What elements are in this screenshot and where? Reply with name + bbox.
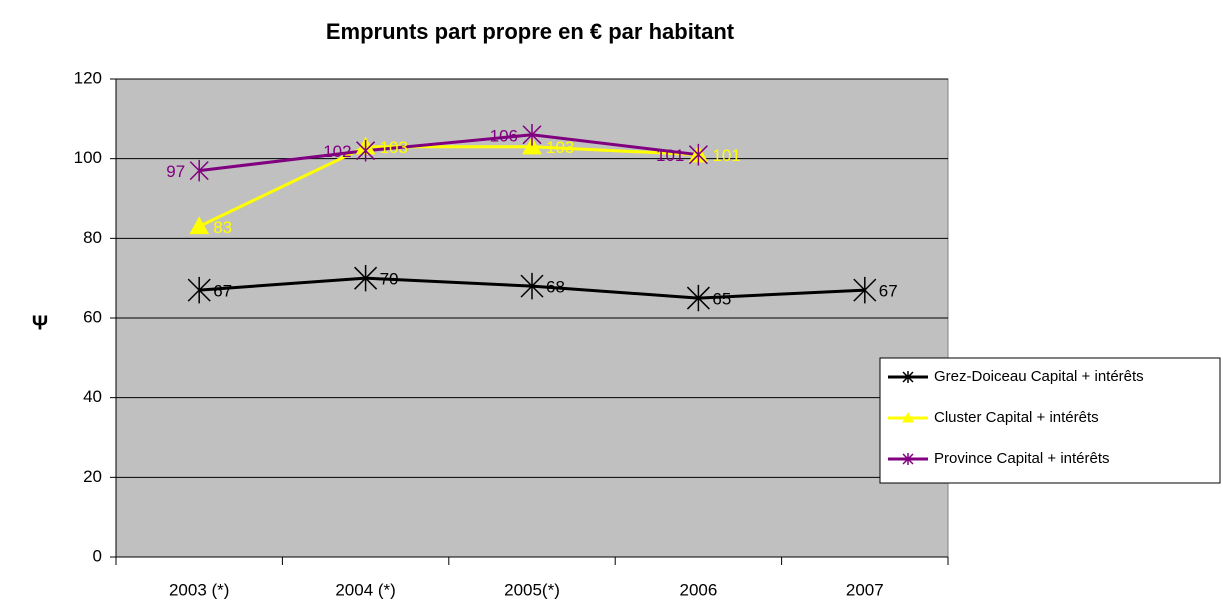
y-tick-label: 100 [74,148,102,167]
data-label: 68 [546,278,565,297]
y-axis-label: Ψ [32,312,48,334]
data-label: 103 [546,138,574,157]
y-tick-label: 40 [83,387,102,406]
data-label: 101 [712,146,740,165]
marker [520,272,544,300]
marker [189,159,209,182]
x-tick-label: 2003 (*) [169,580,229,599]
marker [902,371,914,383]
marker [853,276,877,304]
series-line [198,145,699,228]
data-label: 67 [213,282,232,301]
x-tick-label: 2006 [679,580,717,599]
marker [522,123,542,146]
data-label: 67 [879,282,898,301]
data-label: 101 [656,146,684,165]
marker [688,143,708,166]
y-tick-label: 20 [83,467,102,486]
legend-label: Province Capital + intérêts [934,450,1110,467]
legend-label: Grez-Doiceau Capital + intérêts [934,368,1144,385]
y-tick-label: 60 [83,307,102,326]
data-label: 65 [712,290,731,309]
y-tick-label: 80 [83,228,102,247]
y-tick-label: 120 [74,68,102,87]
x-tick-label: 2005(*) [504,580,560,599]
legend-box [879,357,1221,484]
marker [902,411,914,423]
series-line [199,133,699,173]
data-label: 106 [490,126,518,145]
data-label: 102 [323,142,351,161]
marker [522,136,542,155]
legend: Grez-Doiceau Capital + intérêts Cluster C… [879,357,1221,484]
x-tick-label: 2004 (*) [335,580,395,599]
data-label: 103 [380,138,408,157]
data-label: 70 [380,270,399,289]
data-label: 97 [166,162,185,181]
marker [354,264,378,292]
x-tick-label: 2007 [846,580,884,599]
marker [187,276,211,304]
y-tick-label: 0 [93,546,102,565]
chart-title: Emprunts part propre en € par habitant [326,19,735,44]
marker [686,284,710,312]
legend-label: Cluster Capital + intérêts [934,409,1099,426]
marker [189,216,210,235]
marker [356,139,376,162]
marker [902,453,914,465]
data-label: 83 [213,218,232,237]
